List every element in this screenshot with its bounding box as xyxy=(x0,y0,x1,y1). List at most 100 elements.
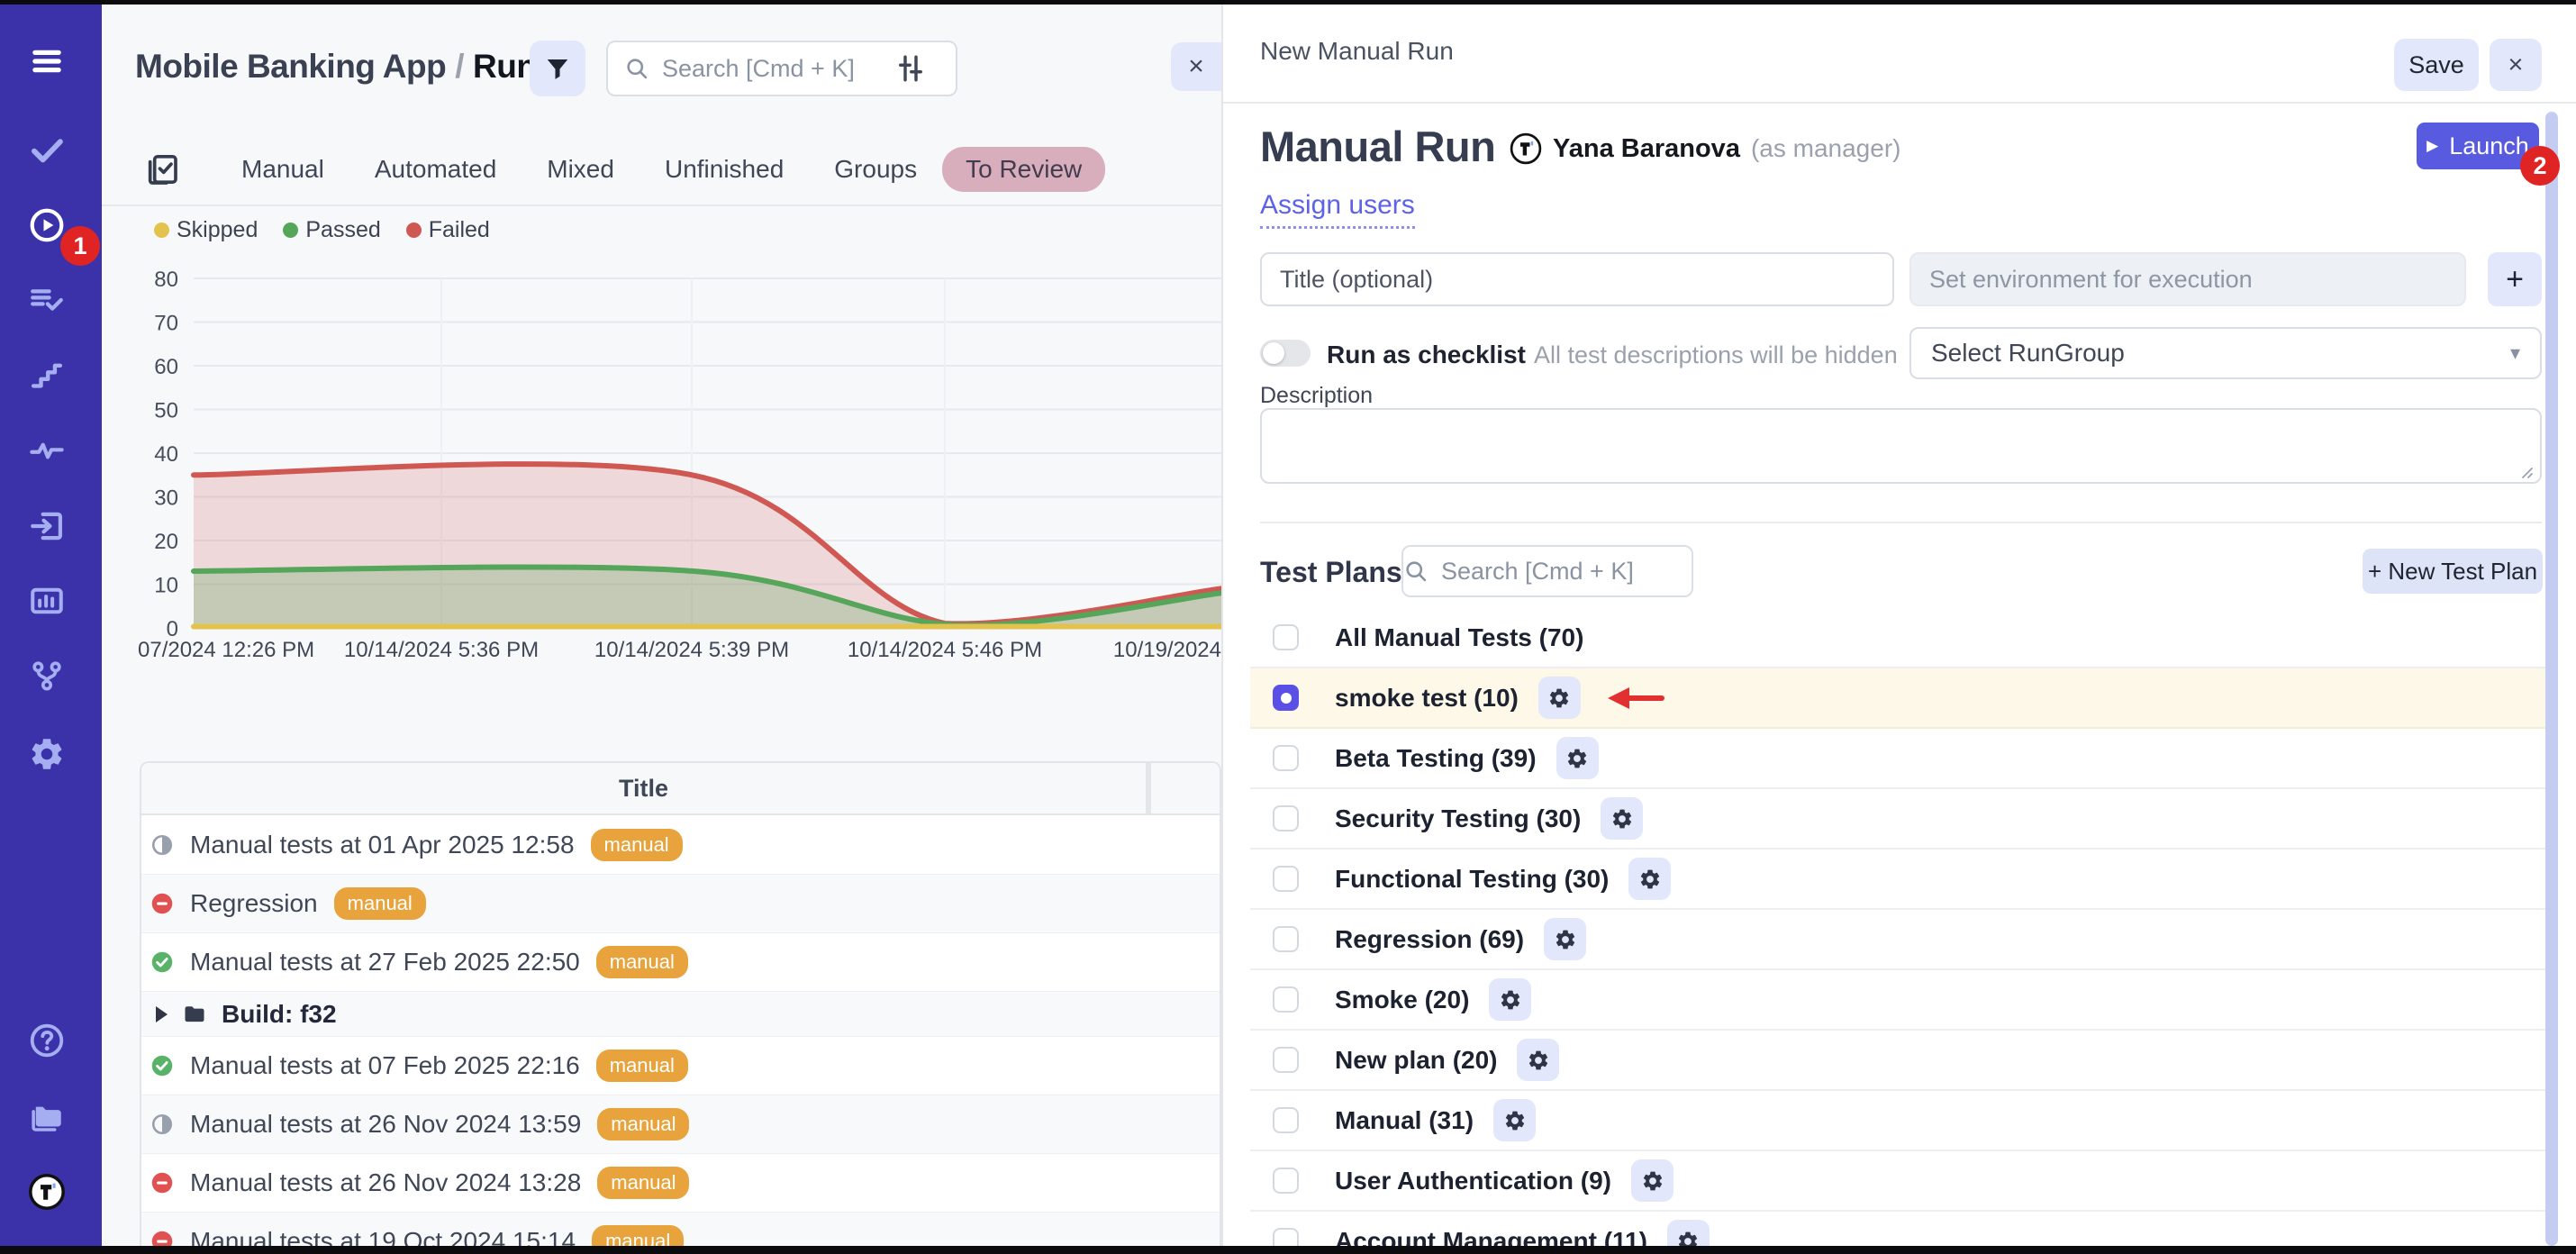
run-title-input[interactable] xyxy=(1260,252,1894,306)
save-button[interactable]: Save xyxy=(2394,39,2479,91)
breadcrumb-project[interactable]: Mobile Banking App xyxy=(135,48,447,85)
test-plan-row[interactable]: Security Testing (30) xyxy=(1250,789,2547,850)
test-plan-label[interactable]: Smoke (20) xyxy=(1335,985,1470,1013)
runs-search-input[interactable] xyxy=(649,54,939,83)
test-plan-label[interactable]: Manual (31) xyxy=(1335,1105,1474,1134)
test-plans-search-input[interactable] xyxy=(1429,557,1692,586)
rungroup-select[interactable]: Select RunGroup ▾ xyxy=(1909,327,2542,379)
checkbox-unchecked[interactable] xyxy=(1273,805,1299,831)
table-row[interactable]: Manual tests at 26 Nov 2024 13:28 manual xyxy=(141,1153,1220,1212)
checkbox-checked[interactable] xyxy=(1273,685,1299,711)
runs-icon[interactable]: 1 xyxy=(26,204,100,266)
select-runs-icon[interactable] xyxy=(144,151,180,187)
run-title-cell[interactable]: Manual tests at 26 Nov 2024 13:28 xyxy=(190,1168,582,1196)
legend-item-failed[interactable]: Failed xyxy=(405,217,490,243)
checkbox-unchecked[interactable] xyxy=(1273,624,1299,650)
tab-mixed[interactable]: Mixed xyxy=(547,155,614,183)
test-plan-row[interactable]: All Manual Tests (70) xyxy=(1250,608,2547,668)
tab-groups[interactable]: Groups xyxy=(834,155,918,183)
test-plan-label[interactable]: Beta Testing (39) xyxy=(1335,743,1537,772)
test-plan-row[interactable]: User Authentication (9) xyxy=(1250,1151,2547,1212)
run-title-cell[interactable]: Regression xyxy=(190,889,318,917)
expand-caret-icon[interactable] xyxy=(156,1005,168,1022)
plan-settings-button[interactable] xyxy=(1544,918,1587,960)
checkbox-unchecked[interactable] xyxy=(1273,986,1299,1013)
test-plan-row[interactable]: Account Management (11) xyxy=(1250,1212,2547,1246)
steps-icon[interactable] xyxy=(26,355,68,396)
description-textarea[interactable] xyxy=(1260,408,2542,484)
table-row[interactable]: Manual tests at 26 Nov 2024 13:59 manual xyxy=(141,1095,1220,1153)
test-plan-label[interactable]: Functional Testing (30) xyxy=(1335,864,1610,893)
avatar[interactable] xyxy=(1510,132,1542,165)
settings-icon[interactable] xyxy=(26,733,68,775)
plan-settings-button[interactable] xyxy=(1631,1159,1673,1202)
legend-item-skipped[interactable]: Skipped xyxy=(154,217,258,243)
tab-unfinished[interactable]: Unfinished xyxy=(664,155,785,183)
help-icon[interactable] xyxy=(26,1020,68,1061)
tab-manual[interactable]: Manual xyxy=(241,155,324,183)
close-runs-panel-button[interactable]: × xyxy=(1171,42,1221,91)
plan-settings-button[interactable] xyxy=(1601,797,1644,840)
plan-settings-button[interactable] xyxy=(1537,677,1581,719)
tune-icon[interactable] xyxy=(894,52,927,85)
table-row[interactable]: Manual tests at 01 Apr 2025 12:58 manual xyxy=(141,815,1220,874)
plan-settings-button[interactable] xyxy=(1628,858,1672,900)
test-plan-label[interactable]: User Authentication (9) xyxy=(1335,1166,1611,1195)
table-row[interactable]: Manual tests at 07 Feb 2025 22:16 manual xyxy=(141,1036,1220,1095)
run-title-cell[interactable]: Manual tests at 01 Apr 2025 12:58 xyxy=(190,830,575,859)
logo-icon[interactable] xyxy=(26,1171,68,1213)
run-as-checklist-toggle[interactable] xyxy=(1260,340,1311,367)
plan-settings-button[interactable] xyxy=(1493,1099,1537,1141)
test-plan-row[interactable]: New plan (20) xyxy=(1250,1031,2547,1091)
run-title-cell[interactable]: Manual tests at 26 Nov 2024 13:59 xyxy=(190,1110,582,1138)
table-row[interactable]: Regression manual xyxy=(141,874,1220,932)
plan-settings-button[interactable] xyxy=(1489,978,1532,1021)
checkbox-unchecked[interactable] xyxy=(1273,1168,1299,1194)
import-icon[interactable] xyxy=(26,505,68,547)
checkbox-unchecked[interactable] xyxy=(1273,745,1299,771)
test-plan-label[interactable]: Security Testing (30) xyxy=(1335,804,1582,832)
test-plan-label[interactable]: All Manual Tests (70) xyxy=(1335,622,1584,651)
tab-to-review[interactable]: To Review xyxy=(942,147,1106,192)
plan-settings-button[interactable] xyxy=(1517,1039,1560,1081)
test-plan-row[interactable]: smoke test (10) xyxy=(1250,668,2547,729)
owner-name[interactable]: Yana Baranova xyxy=(1553,133,1740,163)
test-plans-icon[interactable] xyxy=(26,279,68,321)
test-plan-row[interactable]: Functional Testing (30) xyxy=(1250,850,2547,910)
table-row[interactable]: Manual tests at 19 Oct 2024 15:14 manual xyxy=(141,1212,1220,1246)
run-title-cell[interactable]: Manual tests at 27 Feb 2025 22:50 xyxy=(190,948,580,976)
branches-icon[interactable] xyxy=(26,655,68,696)
launch-button[interactable]: ▶ Launch xyxy=(2417,123,2539,169)
filter-button[interactable] xyxy=(530,41,585,96)
test-plan-row[interactable]: Beta Testing (39) xyxy=(1250,729,2547,789)
test-plan-label[interactable]: Account Management (11) xyxy=(1335,1226,1647,1247)
checkbox-unchecked[interactable] xyxy=(1273,866,1299,892)
checkbox-unchecked[interactable] xyxy=(1273,1107,1299,1133)
test-plan-label[interactable]: New plan (20) xyxy=(1335,1045,1498,1074)
checkbox-unchecked[interactable] xyxy=(1273,1047,1299,1073)
legend-item-passed[interactable]: Passed xyxy=(283,217,381,243)
test-plan-row[interactable]: Smoke (20) xyxy=(1250,970,2547,1031)
reports-icon[interactable] xyxy=(26,580,68,622)
plan-settings-button[interactable] xyxy=(1666,1220,1710,1246)
new-test-plan-button[interactable]: + New Test Plan xyxy=(2363,549,2543,594)
table-group-row[interactable]: Build: f32 xyxy=(141,991,1220,1036)
close-new-run-button[interactable]: × xyxy=(2490,39,2542,91)
test-plan-row[interactable]: Manual (31) xyxy=(1250,1091,2547,1151)
test-plan-label[interactable]: Regression (69) xyxy=(1335,924,1525,953)
environment-input[interactable] xyxy=(1909,252,2466,306)
panel-scrollbar[interactable] xyxy=(2545,112,2558,1246)
test-plan-row[interactable]: Regression (69) xyxy=(1250,910,2547,970)
test-plan-label[interactable]: smoke test (10) xyxy=(1335,683,1519,712)
table-row[interactable]: Manual tests at 27 Feb 2025 22:50 manual xyxy=(141,932,1220,991)
checkbox-unchecked[interactable] xyxy=(1273,1228,1299,1246)
tests-icon[interactable] xyxy=(26,129,68,170)
run-title-cell[interactable]: Manual tests at 19 Oct 2024 15:14 xyxy=(190,1227,576,1246)
run-title-cell[interactable]: Manual tests at 07 Feb 2025 22:16 xyxy=(190,1051,580,1079)
add-environment-button[interactable]: + xyxy=(2488,252,2542,306)
assign-users-link[interactable]: Assign users xyxy=(1260,190,1415,229)
plan-settings-button[interactable] xyxy=(1556,737,1599,779)
menu-icon[interactable] xyxy=(26,41,68,82)
projects-icon[interactable] xyxy=(26,1096,68,1138)
activity-icon[interactable] xyxy=(26,430,68,471)
